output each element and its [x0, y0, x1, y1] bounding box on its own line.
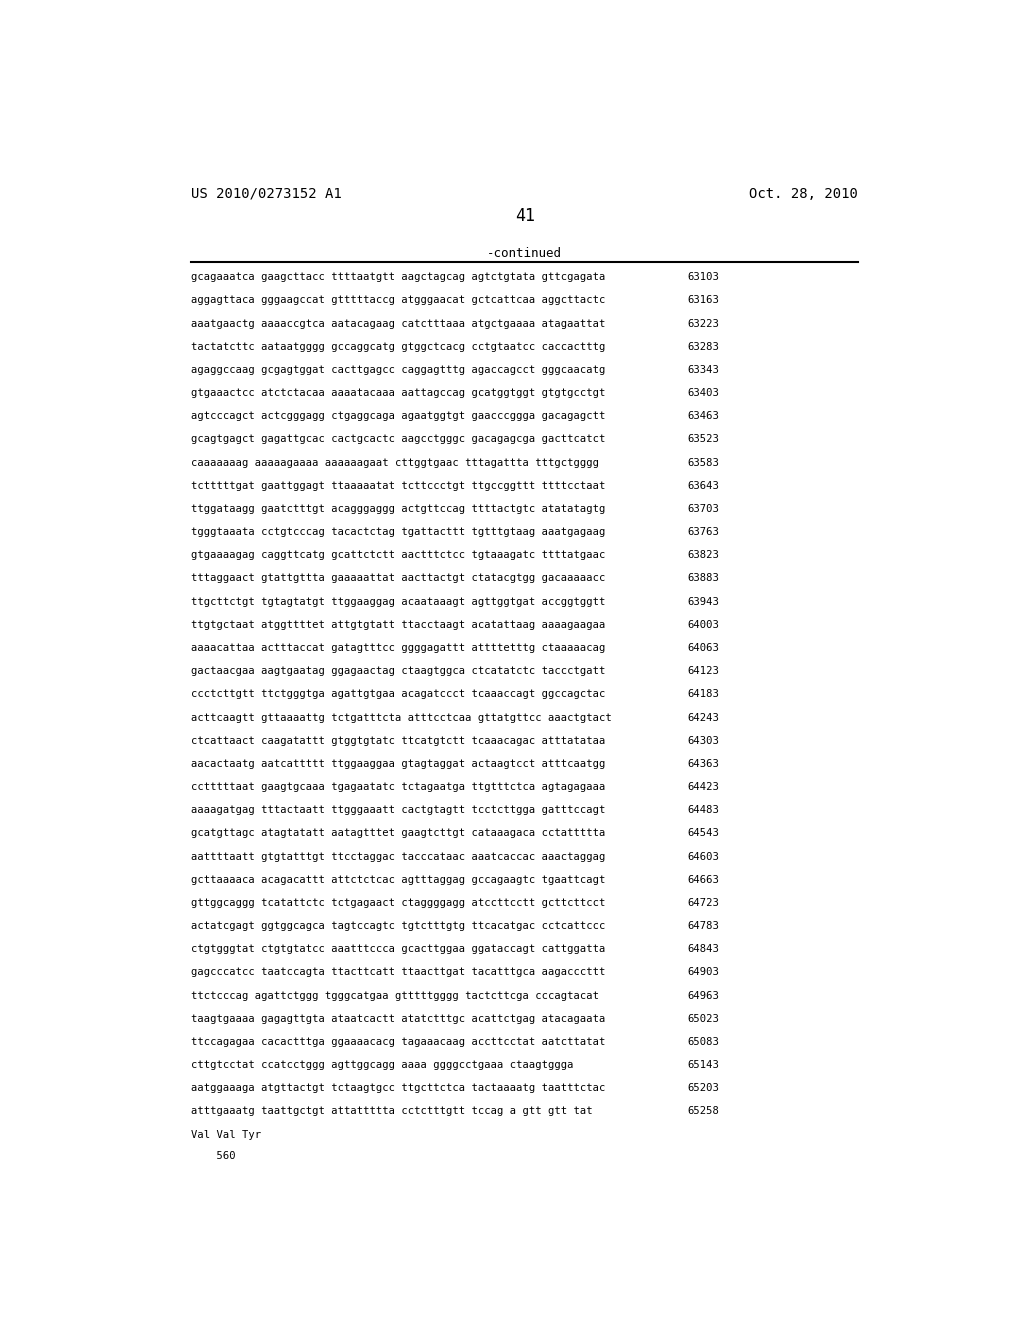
- Text: gcagtgagct gagattgcac cactgcactc aagcctgggc gacagagcga gacttcatct: gcagtgagct gagattgcac cactgcactc aagcctg…: [191, 434, 606, 445]
- Text: ttccagagaa cacactttga ggaaaacacg tagaaacaag accttcctat aatcttatat: ttccagagaa cacactttga ggaaaacacg tagaaac…: [191, 1038, 606, 1047]
- Text: Val Val Tyr: Val Val Tyr: [191, 1130, 261, 1139]
- Text: gcttaaaaca acagacattt attctctcac agtttaggag gccagaagtc tgaattcagt: gcttaaaaca acagacattt attctctcac agtttag…: [191, 875, 606, 884]
- Text: 63943: 63943: [687, 597, 720, 607]
- Text: 64003: 64003: [687, 620, 720, 630]
- Text: actatcgagt ggtggcagca tagtccagtc tgtctttgtg ttcacatgac cctcattccc: actatcgagt ggtggcagca tagtccagtc tgtcttt…: [191, 921, 606, 931]
- Text: 63523: 63523: [687, 434, 720, 445]
- Text: tctttttgat gaattggagt ttaaaaatat tcttccctgt ttgccggttt ttttcctaat: tctttttgat gaattggagt ttaaaaatat tcttccc…: [191, 480, 606, 491]
- Text: agaggccaag gcgagtggat cacttgagcc caggagtttg agaccagcct gggcaacatg: agaggccaag gcgagtggat cacttgagcc caggagt…: [191, 364, 606, 375]
- Text: 64603: 64603: [687, 851, 720, 862]
- Text: 63823: 63823: [687, 550, 720, 560]
- Text: gagcccatcc taatccagta ttacttcatt ttaacttgat tacatttgca aagacccttt: gagcccatcc taatccagta ttacttcatt ttaactt…: [191, 968, 606, 977]
- Text: ttggataagg gaatctttgt acagggaggg actgttccag ttttactgtc atatatagtg: ttggataagg gaatctttgt acagggaggg actgttc…: [191, 504, 606, 513]
- Text: gttggcaggg tcatattctc tctgagaact ctaggggagg atccttcctt gcttcttcct: gttggcaggg tcatattctc tctgagaact ctagggg…: [191, 898, 606, 908]
- Text: 63643: 63643: [687, 480, 720, 491]
- Text: 64423: 64423: [687, 781, 720, 792]
- Text: ttgtgctaat atggttttet attgtgtatt ttacctaagt acatattaag aaaagaagaa: ttgtgctaat atggttttet attgtgtatt ttaccta…: [191, 620, 606, 630]
- Text: 64843: 64843: [687, 944, 720, 954]
- Text: 65143: 65143: [687, 1060, 720, 1071]
- Text: cctttttaat gaagtgcaaa tgagaatatc tctagaatga ttgtttctca agtagagaaa: cctttttaat gaagtgcaaa tgagaatatc tctagaa…: [191, 781, 606, 792]
- Text: aaatgaactg aaaaccgtca aatacagaag catctttaaa atgctgaaaa atagaattat: aaatgaactg aaaaccgtca aatacagaag catcttt…: [191, 318, 606, 329]
- Text: aaaacattaa actttaccat gatagtttcc ggggagattt attttetttg ctaaaaacag: aaaacattaa actttaccat gatagtttcc ggggaga…: [191, 643, 606, 653]
- Text: gactaacgaa aagtgaatag ggagaactag ctaagtggca ctcatatctc taccctgatt: gactaacgaa aagtgaatag ggagaactag ctaagtg…: [191, 667, 606, 676]
- Text: 65083: 65083: [687, 1038, 720, 1047]
- Text: 64363: 64363: [687, 759, 720, 768]
- Text: 41: 41: [515, 207, 535, 226]
- Text: tttaggaact gtattgttta gaaaaattat aacttactgt ctatacgtgg gacaaaaacc: tttaggaact gtattgttta gaaaaattat aacttac…: [191, 573, 606, 583]
- Text: 64723: 64723: [687, 898, 720, 908]
- Text: acttcaagtt gttaaaattg tctgatttcta atttcctcaa gttatgttcc aaactgtact: acttcaagtt gttaaaattg tctgatttcta atttcc…: [191, 713, 612, 722]
- Text: 63223: 63223: [687, 318, 720, 329]
- Text: 65258: 65258: [687, 1106, 720, 1117]
- Text: gtgaaactcc atctctacaa aaaatacaaa aattagccag gcatggtggt gtgtgcctgt: gtgaaactcc atctctacaa aaaatacaaa aattagc…: [191, 388, 606, 399]
- Text: aacactaatg aatcattttt ttggaaggaa gtagtaggat actaagtcct atttcaatgg: aacactaatg aatcattttt ttggaaggaa gtagtag…: [191, 759, 606, 768]
- Text: caaaaaaag aaaaagaaaa aaaaaagaat cttggtgaac tttagattta tttgctgggg: caaaaaaag aaaaagaaaa aaaaaagaat cttggtga…: [191, 458, 599, 467]
- Text: 64303: 64303: [687, 735, 720, 746]
- Text: aattttaatt gtgtatttgt ttcctaggac tacccataac aaatcaccac aaactaggag: aattttaatt gtgtatttgt ttcctaggac tacccat…: [191, 851, 606, 862]
- Text: 63283: 63283: [687, 342, 720, 351]
- Text: ctcattaact caagatattt gtggtgtatc ttcatgtctt tcaaacagac atttatataa: ctcattaact caagatattt gtggtgtatc ttcatgt…: [191, 735, 606, 746]
- Text: 560: 560: [191, 1151, 237, 1160]
- Text: 63103: 63103: [687, 272, 720, 282]
- Text: cttgtcctat ccatcctggg agttggcagg aaaa ggggcctgaaa ctaagtggga: cttgtcctat ccatcctggg agttggcagg aaaa gg…: [191, 1060, 574, 1071]
- Text: tactatcttc aataatgggg gccaggcatg gtggctcacg cctgtaatcc caccactttg: tactatcttc aataatgggg gccaggcatg gtggctc…: [191, 342, 606, 351]
- Text: taagtgaaaa gagagttgta ataatcactt atatctttgc acattctgag atacagaata: taagtgaaaa gagagttgta ataatcactt atatctt…: [191, 1014, 606, 1024]
- Text: 64123: 64123: [687, 667, 720, 676]
- Text: 64243: 64243: [687, 713, 720, 722]
- Text: aggagttaca gggaagccat gtttttaccg atgggaacat gctcattcaa aggcttactc: aggagttaca gggaagccat gtttttaccg atgggaa…: [191, 296, 606, 305]
- Text: ttctcccag agattctggg tgggcatgaa gtttttgggg tactcttcga cccagtacat: ttctcccag agattctggg tgggcatgaa gtttttgg…: [191, 990, 599, 1001]
- Text: 64483: 64483: [687, 805, 720, 816]
- Text: 63463: 63463: [687, 412, 720, 421]
- Text: aaaagatgag tttactaatt ttgggaaatt cactgtagtt tcctcttgga gatttccagt: aaaagatgag tttactaatt ttgggaaatt cactgta…: [191, 805, 606, 816]
- Text: 64183: 64183: [687, 689, 720, 700]
- Text: 63343: 63343: [687, 364, 720, 375]
- Text: tgggtaaata cctgtcccag tacactctag tgattacttt tgtttgtaag aaatgagaag: tgggtaaata cctgtcccag tacactctag tgattac…: [191, 527, 606, 537]
- Text: 63403: 63403: [687, 388, 720, 399]
- Text: ctgtgggtat ctgtgtatcc aaatttccca gcacttggaa ggataccagt cattggatta: ctgtgggtat ctgtgtatcc aaatttccca gcacttg…: [191, 944, 606, 954]
- Text: 63163: 63163: [687, 296, 720, 305]
- Text: 64783: 64783: [687, 921, 720, 931]
- Text: 63763: 63763: [687, 527, 720, 537]
- Text: 64963: 64963: [687, 990, 720, 1001]
- Text: 63883: 63883: [687, 573, 720, 583]
- Text: gcatgttagc atagtatatt aatagtttet gaagtcttgt cataaagaca cctattttta: gcatgttagc atagtatatt aatagtttet gaagtct…: [191, 829, 606, 838]
- Text: -continued: -continued: [487, 247, 562, 260]
- Text: 64543: 64543: [687, 829, 720, 838]
- Text: 64063: 64063: [687, 643, 720, 653]
- Text: atttgaaatg taattgctgt attattttta cctctttgtt tccag a gtt gtt tat: atttgaaatg taattgctgt attattttta cctcttt…: [191, 1106, 593, 1117]
- Text: gcagaaatca gaagcttacc ttttaatgtt aagctagcag agtctgtata gttcgagata: gcagaaatca gaagcttacc ttttaatgtt aagctag…: [191, 272, 606, 282]
- Text: aatggaaaga atgttactgt tctaagtgcc ttgcttctca tactaaaatg taatttctac: aatggaaaga atgttactgt tctaagtgcc ttgcttc…: [191, 1084, 606, 1093]
- Text: 64663: 64663: [687, 875, 720, 884]
- Text: ccctcttgtt ttctgggtga agattgtgaa acagatccct tcaaaccagt ggccagctac: ccctcttgtt ttctgggtga agattgtgaa acagatc…: [191, 689, 606, 700]
- Text: 65203: 65203: [687, 1084, 720, 1093]
- Text: gtgaaaagag caggttcatg gcattctctt aactttctcc tgtaaagatc ttttatgaac: gtgaaaagag caggttcatg gcattctctt aactttc…: [191, 550, 606, 560]
- Text: Oct. 28, 2010: Oct. 28, 2010: [750, 187, 858, 201]
- Text: 63703: 63703: [687, 504, 720, 513]
- Text: US 2010/0273152 A1: US 2010/0273152 A1: [191, 187, 342, 201]
- Text: ttgcttctgt tgtagtatgt ttggaaggag acaataaagt agttggtgat accggtggtt: ttgcttctgt tgtagtatgt ttggaaggag acaataa…: [191, 597, 606, 607]
- Text: 65023: 65023: [687, 1014, 720, 1024]
- Text: 63583: 63583: [687, 458, 720, 467]
- Text: agtcccagct actcgggagg ctgaggcaga agaatggtgt gaacccggga gacagagctt: agtcccagct actcgggagg ctgaggcaga agaatgg…: [191, 412, 606, 421]
- Text: 64903: 64903: [687, 968, 720, 977]
